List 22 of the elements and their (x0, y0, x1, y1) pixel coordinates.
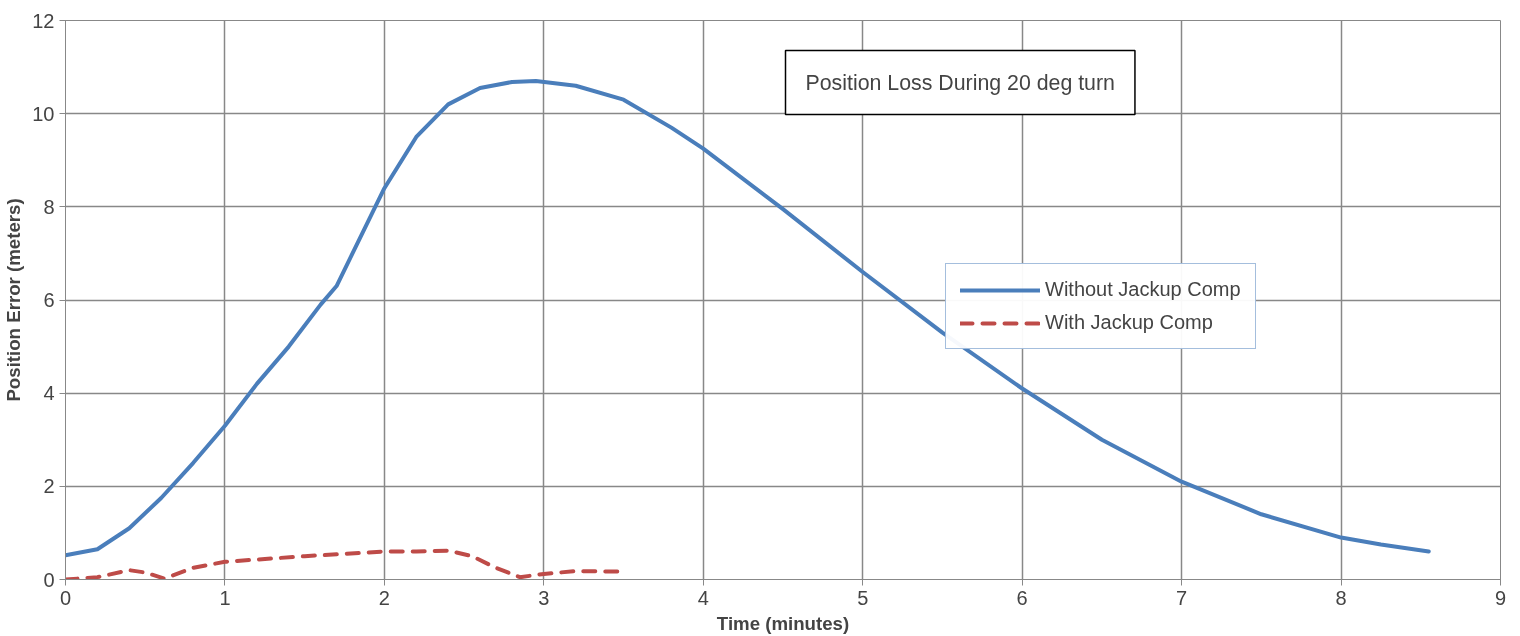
legend-label: With Jackup Comp (1045, 311, 1213, 334)
x-tick-label: 0 (59, 586, 72, 609)
x-tick-label: 1 (219, 586, 231, 609)
y-axis-title: Position Error (meters) (3, 198, 25, 402)
legend-label: Without Jackup Comp (1045, 278, 1241, 301)
x-tick-label: 3 (538, 586, 550, 609)
x-tick-label: 4 (697, 586, 709, 609)
x-tick-label: 2 (378, 586, 390, 609)
x-tick-label: 6 (1016, 586, 1028, 609)
y-tick-label: 12 (32, 9, 55, 32)
x-tick-label: 5 (857, 586, 869, 609)
x-tick-label: 9 (1494, 586, 1507, 609)
x-tick-label: 8 (1335, 586, 1347, 609)
y-tick-label: 8 (43, 195, 55, 218)
y-tick-label: 10 (32, 102, 55, 125)
y-tick-label: 2 (43, 475, 55, 498)
y-tick-label: 4 (43, 382, 55, 405)
y-tick-label: 6 (43, 289, 55, 311)
text: Position Loss During 20 deg turn (805, 70, 1115, 95)
x-axis-title: Time (minutes) (716, 612, 850, 634)
y-tick-label: 0 (43, 568, 55, 591)
x-tick-label: 7 (1176, 586, 1188, 609)
